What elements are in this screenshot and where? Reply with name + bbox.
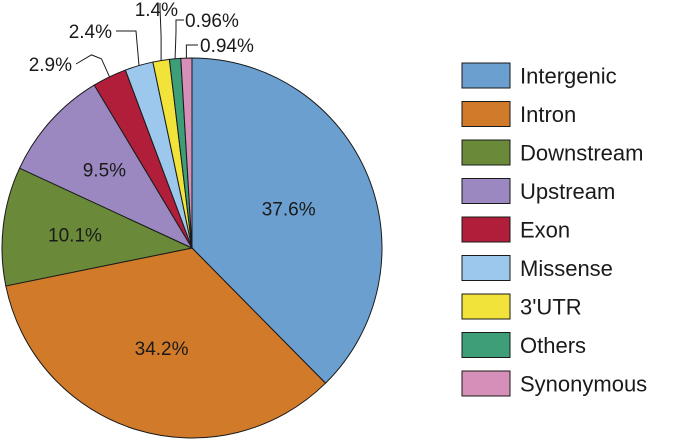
legend-label-missense: Missense bbox=[520, 256, 613, 281]
leader-line-others bbox=[174, 19, 184, 59]
slice-label-upstream: 9.5% bbox=[83, 160, 126, 181]
leader-line-synonymous bbox=[185, 44, 198, 59]
pie-slices bbox=[1, 57, 383, 439]
legend-label-3-utr: 3'UTR bbox=[520, 295, 582, 320]
legend-swatch-downstream bbox=[461, 139, 511, 166]
legend-label-upstream: Upstream bbox=[520, 179, 615, 204]
legend-label-others: Others bbox=[520, 333, 586, 358]
legend-swatch-exon bbox=[461, 216, 511, 243]
pie-slice-downstream bbox=[1, 167, 194, 287]
slice-label-intron: 34.2% bbox=[135, 339, 189, 360]
slice-labels: 37.6% 34.2% 10.1% 9.5% 2.9% 2.4% 1.4% 0.96% 0.94… bbox=[29, 0, 316, 360]
legend-swatch-missense bbox=[461, 255, 511, 281]
legend-swatch-upstream bbox=[461, 178, 511, 204]
leader-lines bbox=[75, 3, 198, 78]
pie-slice-upstream bbox=[18, 84, 194, 250]
legend-label-downstream: Downstream bbox=[520, 141, 643, 166]
slice-label-3-utr: 1.4% bbox=[135, 0, 178, 21]
slice-label-others: 0.96% bbox=[185, 11, 239, 32]
legend-swatch-intergenic bbox=[461, 62, 511, 89]
pie-slice-synonymous bbox=[180, 57, 193, 249]
legend-label-intron: Intron bbox=[520, 102, 576, 127]
legend-swatch-synonymous bbox=[461, 370, 511, 397]
legend-swatch-3-utr bbox=[461, 293, 511, 320]
legend: Intergenic Intron Downstream Upstream Exon Mi… bbox=[461, 62, 647, 397]
leader-line-missense bbox=[116, 30, 140, 66]
slice-label-intergenic: 37.6% bbox=[262, 199, 316, 220]
slice-label-exon: 2.9% bbox=[29, 55, 72, 76]
legend-label-intergenic: Intergenic bbox=[520, 64, 617, 89]
legend-swatch-others bbox=[461, 332, 511, 358]
pie-slice-intergenic bbox=[191, 57, 383, 384]
leader-line-3-utr bbox=[159, 3, 162, 61]
pie-slice-intron bbox=[5, 247, 327, 439]
leader-line-exon bbox=[75, 54, 110, 78]
legend-swatch-intron bbox=[461, 101, 511, 127]
slice-label-missense: 2.4% bbox=[69, 22, 112, 43]
slice-label-downstream: 10.1% bbox=[48, 225, 102, 246]
legend-label-synonymous: Synonymous bbox=[520, 372, 647, 397]
slice-label-synonymous: 0.94% bbox=[200, 36, 254, 57]
legend-label-exon: Exon bbox=[520, 218, 570, 243]
